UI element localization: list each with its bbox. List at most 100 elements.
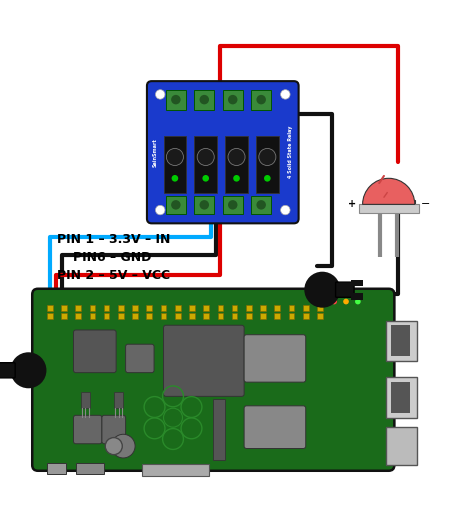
- Text: −: −: [420, 200, 430, 210]
- Bar: [251, 90, 271, 110]
- Circle shape: [343, 298, 349, 304]
- Bar: [61, 305, 67, 311]
- Circle shape: [281, 90, 290, 99]
- FancyBboxPatch shape: [336, 282, 354, 297]
- Bar: [218, 313, 223, 319]
- Bar: [166, 196, 186, 214]
- Bar: [203, 305, 209, 311]
- Bar: [274, 305, 280, 311]
- Bar: [75, 313, 81, 319]
- Bar: [164, 136, 186, 193]
- Bar: [161, 305, 166, 311]
- Text: SainSmart: SainSmart: [153, 138, 158, 167]
- FancyBboxPatch shape: [244, 335, 306, 382]
- Bar: [246, 305, 252, 311]
- Circle shape: [111, 434, 135, 458]
- Bar: [251, 196, 271, 214]
- Bar: [175, 313, 181, 319]
- Circle shape: [319, 298, 325, 304]
- Bar: [359, 204, 419, 213]
- Circle shape: [155, 90, 165, 99]
- FancyBboxPatch shape: [102, 415, 126, 444]
- Wedge shape: [363, 178, 415, 204]
- Circle shape: [228, 200, 237, 210]
- Bar: [213, 398, 225, 460]
- Bar: [90, 313, 95, 319]
- FancyBboxPatch shape: [32, 289, 394, 471]
- Bar: [223, 196, 243, 214]
- Bar: [61, 313, 67, 319]
- Bar: [246, 313, 252, 319]
- Bar: [47, 463, 66, 473]
- Bar: [75, 305, 81, 311]
- Bar: [142, 464, 209, 476]
- Bar: [118, 305, 124, 311]
- Bar: [104, 313, 109, 319]
- FancyBboxPatch shape: [164, 325, 244, 396]
- Bar: [114, 392, 123, 408]
- Bar: [203, 313, 209, 319]
- Circle shape: [304, 272, 340, 307]
- Bar: [386, 320, 417, 361]
- Bar: [118, 313, 124, 319]
- Bar: [256, 136, 279, 193]
- FancyBboxPatch shape: [147, 81, 299, 223]
- Bar: [81, 392, 90, 408]
- FancyBboxPatch shape: [73, 330, 116, 372]
- Bar: [386, 427, 417, 465]
- Text: PIN 1 – 3.3V – IN: PIN 1 – 3.3V – IN: [57, 233, 170, 246]
- Bar: [194, 90, 214, 110]
- Circle shape: [355, 298, 361, 304]
- Text: PIN6 – GND: PIN6 – GND: [73, 251, 152, 264]
- Bar: [47, 305, 53, 311]
- Bar: [47, 313, 53, 319]
- Circle shape: [10, 352, 46, 388]
- Bar: [391, 325, 410, 356]
- FancyBboxPatch shape: [73, 415, 102, 444]
- Bar: [260, 313, 266, 319]
- Bar: [289, 313, 294, 319]
- Circle shape: [172, 175, 178, 181]
- Bar: [194, 196, 214, 214]
- Circle shape: [105, 438, 122, 455]
- Bar: [317, 313, 323, 319]
- Bar: [223, 90, 243, 110]
- Bar: [274, 313, 280, 319]
- Bar: [225, 136, 248, 193]
- Circle shape: [171, 200, 181, 210]
- Circle shape: [171, 95, 181, 104]
- Bar: [232, 305, 237, 311]
- Bar: [166, 90, 186, 110]
- Circle shape: [202, 175, 209, 181]
- Bar: [363, 200, 415, 209]
- Text: PIN 2 – 5V – VCC: PIN 2 – 5V – VCC: [57, 269, 170, 282]
- Bar: [132, 313, 138, 319]
- Circle shape: [259, 148, 276, 165]
- Bar: [146, 313, 152, 319]
- Circle shape: [155, 205, 165, 215]
- Circle shape: [166, 148, 183, 165]
- FancyBboxPatch shape: [126, 344, 154, 372]
- Bar: [232, 313, 237, 319]
- Bar: [289, 305, 294, 311]
- Bar: [146, 305, 152, 311]
- Bar: [303, 313, 309, 319]
- Bar: [303, 305, 309, 311]
- Bar: [132, 305, 138, 311]
- Circle shape: [228, 95, 237, 104]
- Bar: [189, 305, 195, 311]
- FancyBboxPatch shape: [244, 406, 306, 448]
- Bar: [351, 294, 363, 300]
- Bar: [161, 313, 166, 319]
- Text: 4 Solid State Relay: 4 Solid State Relay: [288, 126, 292, 178]
- FancyBboxPatch shape: [0, 363, 15, 378]
- Circle shape: [228, 148, 245, 165]
- Bar: [76, 463, 104, 473]
- Circle shape: [281, 205, 290, 215]
- Circle shape: [256, 200, 266, 210]
- Bar: [218, 305, 223, 311]
- Bar: [104, 305, 109, 311]
- Circle shape: [331, 298, 337, 304]
- Bar: [386, 377, 417, 418]
- Bar: [194, 136, 217, 193]
